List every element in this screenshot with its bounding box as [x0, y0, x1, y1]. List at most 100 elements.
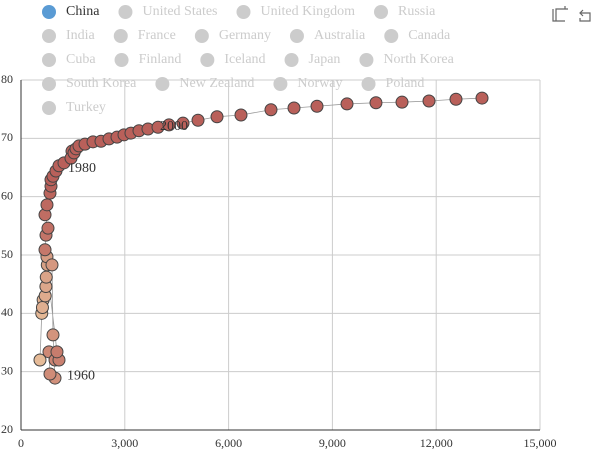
legend-item[interactable]: China — [42, 4, 100, 19]
legend-marker — [273, 77, 288, 91]
legend-marker — [374, 5, 388, 19]
legend-label: France — [138, 28, 176, 43]
point — [176, 116, 190, 130]
point — [475, 91, 489, 105]
legend-label: North Korea — [383, 52, 454, 67]
legend-item[interactable]: United Kingdom — [236, 4, 356, 19]
legend-label: Cuba — [66, 52, 96, 67]
legend-marker — [42, 77, 56, 91]
x-tick-label: 3,000 — [111, 436, 138, 450]
legend-item[interactable]: Finland — [114, 52, 182, 67]
point — [234, 108, 248, 122]
legend-marker — [384, 29, 399, 43]
toolbox — [552, 6, 591, 22]
y-tick-label: 20 — [1, 422, 13, 436]
x-tick-label: 15,000 — [524, 436, 557, 450]
legend-label: United Kingdom — [261, 4, 356, 19]
point — [50, 345, 64, 359]
point-label: 1980 — [68, 161, 96, 176]
legend-item[interactable]: Germany — [194, 28, 271, 43]
legend-marker — [114, 53, 129, 67]
legend-marker — [359, 53, 374, 67]
legend-label: Japan — [309, 52, 341, 67]
point — [41, 221, 55, 235]
grid — [20, 79, 541, 431]
legend-marker — [236, 5, 251, 19]
point — [33, 353, 47, 367]
legend-item[interactable]: Poland — [361, 76, 425, 91]
point — [38, 243, 52, 257]
point — [43, 367, 57, 381]
legend-item[interactable]: Japan — [284, 52, 341, 67]
legend-item[interactable]: New Zealand — [155, 76, 254, 91]
x-tick-label: 0 — [18, 436, 24, 450]
legend-label: China — [66, 4, 100, 19]
legend-item[interactable]: United States — [118, 4, 218, 19]
legend-item[interactable]: India — [42, 28, 96, 43]
legend-label: Russia — [398, 4, 436, 19]
point — [422, 94, 436, 108]
point — [46, 328, 60, 342]
legend-item[interactable]: France — [113, 28, 176, 43]
point — [162, 118, 176, 132]
y-tick-label: 50 — [1, 247, 13, 261]
point — [191, 113, 205, 127]
legend-label: Germany — [219, 28, 271, 43]
x-tick-label: 6,000 — [215, 436, 242, 450]
reset-button[interactable] — [579, 9, 591, 22]
point — [210, 110, 224, 124]
point — [310, 99, 324, 113]
point — [340, 97, 354, 111]
legend-label: Finland — [139, 52, 182, 67]
legend-marker — [284, 53, 299, 67]
legend-marker — [42, 101, 56, 115]
x-tick-label: 12,000 — [420, 436, 453, 450]
legend-item[interactable]: Turkey — [42, 100, 106, 115]
legend-marker — [42, 5, 56, 19]
legend-item[interactable]: South Korea — [42, 76, 137, 91]
y-tick-label: 40 — [1, 305, 13, 319]
point — [45, 258, 59, 272]
y-tick-label: 70 — [1, 130, 13, 144]
legend-marker — [155, 77, 170, 91]
point — [395, 95, 409, 109]
y-tick-label: 30 — [1, 363, 13, 377]
legend-label: New Zealand — [179, 76, 254, 91]
legend-label: Turkey — [66, 100, 106, 115]
y-tick-label: 80 — [1, 72, 13, 86]
legend-label: Poland — [386, 76, 425, 91]
legend-label: India — [66, 28, 96, 43]
legend-marker — [42, 29, 56, 43]
legend-marker — [118, 5, 133, 19]
point — [35, 301, 49, 314]
legend-item[interactable]: Russia — [374, 4, 436, 19]
point — [40, 198, 54, 212]
point — [369, 96, 383, 110]
legend-marker — [194, 29, 209, 43]
legend-item[interactable]: Australia — [289, 28, 366, 43]
legend-marker — [113, 29, 128, 43]
legend-label: United States — [142, 4, 217, 19]
legend-label: Canada — [408, 28, 451, 43]
legend-item[interactable]: North Korea — [359, 52, 455, 67]
legend-label: South Korea — [66, 76, 137, 91]
y-tick-label: 60 — [1, 188, 13, 202]
legend-marker — [42, 53, 56, 67]
x-tick-label: 9,000 — [319, 436, 346, 450]
legend-label: Norway — [297, 76, 342, 91]
legend-item[interactable]: Canada — [384, 28, 451, 43]
legend-marker — [200, 53, 215, 67]
legend-item[interactable]: Norway — [273, 76, 343, 91]
legend: China United States United Kingdom Russia In… — [42, 4, 455, 115]
legend-label: Iceland — [224, 52, 265, 67]
point — [39, 270, 53, 284]
point — [264, 103, 278, 117]
point-label: 2000 — [160, 119, 188, 134]
legend-item[interactable]: Cuba — [42, 52, 96, 67]
legend-item[interactable]: Iceland — [200, 52, 266, 67]
legend-marker — [289, 29, 304, 43]
legend-label: Australia — [314, 28, 366, 43]
zoom-button[interactable] — [552, 6, 568, 22]
legend-marker — [361, 77, 376, 91]
